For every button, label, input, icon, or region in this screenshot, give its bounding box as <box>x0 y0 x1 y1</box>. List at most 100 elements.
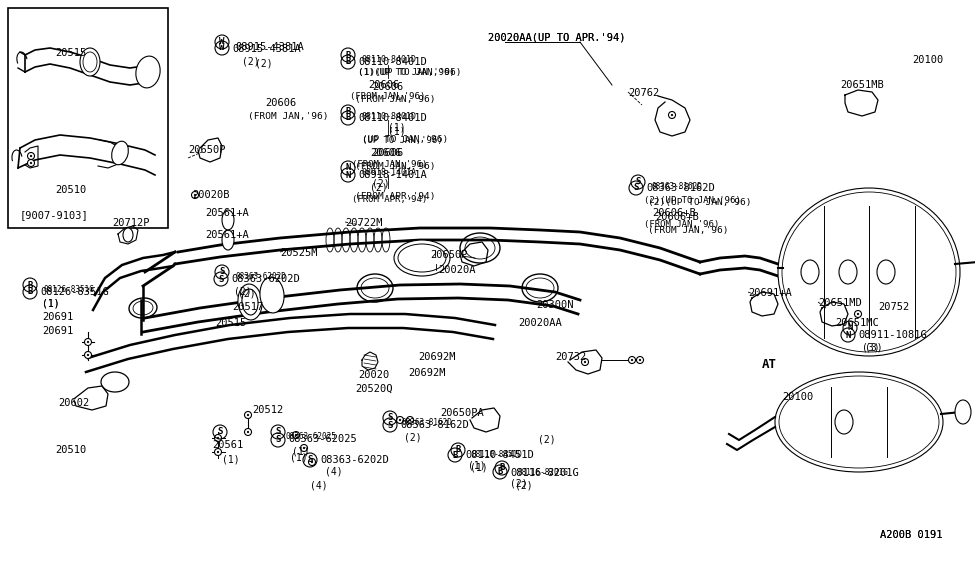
Circle shape <box>300 444 307 452</box>
Text: 20525M: 20525M <box>280 248 318 258</box>
Text: 08363-62025: 08363-62025 <box>285 432 335 441</box>
Text: 08116-8201G: 08116-8201G <box>518 468 568 477</box>
Text: 08363-62025: 08363-62025 <box>288 434 357 444</box>
Bar <box>8 8 168 228</box>
Circle shape <box>397 417 404 423</box>
Text: W: W <box>219 37 224 46</box>
Text: 08915-4381A: 08915-4381A <box>232 44 300 54</box>
Text: (2): (2) <box>404 432 421 442</box>
Text: B: B <box>499 464 505 473</box>
Text: 20561+A: 20561+A <box>205 208 249 218</box>
Text: (1): (1) <box>468 460 486 470</box>
Ellipse shape <box>955 400 971 424</box>
Text: (2)(UP TO JAN,'96): (2)(UP TO JAN,'96) <box>644 196 741 205</box>
Text: 20606: 20606 <box>372 148 404 158</box>
Text: 20692M: 20692M <box>408 368 446 378</box>
Ellipse shape <box>260 277 284 313</box>
Text: (2): (2) <box>372 178 390 188</box>
Text: (1)(UP TO JAN,'96): (1)(UP TO JAN,'96) <box>358 68 454 77</box>
Text: W: W <box>219 44 224 53</box>
Text: 20606+B: 20606+B <box>655 212 699 222</box>
Circle shape <box>214 435 221 441</box>
Circle shape <box>640 359 641 361</box>
Circle shape <box>631 359 633 361</box>
Text: 20651MB: 20651MB <box>840 80 883 90</box>
Text: (1): (1) <box>388 126 406 136</box>
Circle shape <box>85 351 92 358</box>
Text: 08116-8201G: 08116-8201G <box>510 468 579 478</box>
Text: 20510: 20510 <box>55 185 86 195</box>
Text: 20606: 20606 <box>368 80 399 90</box>
Text: 08110-8401D: 08110-8401D <box>358 57 427 67</box>
Text: 20020A: 20020A <box>438 265 476 275</box>
Ellipse shape <box>839 260 857 284</box>
Text: (FROM APR,'94): (FROM APR,'94) <box>355 192 436 201</box>
Text: 08110-8451D: 08110-8451D <box>472 450 523 459</box>
Circle shape <box>27 160 34 166</box>
Text: (2): (2) <box>234 286 252 296</box>
Text: S: S <box>275 435 281 444</box>
Text: 20606: 20606 <box>372 82 404 92</box>
Circle shape <box>27 152 34 160</box>
Circle shape <box>295 434 296 436</box>
Text: 20650PA: 20650PA <box>440 408 484 418</box>
Circle shape <box>292 431 299 439</box>
Circle shape <box>245 428 252 435</box>
Text: (FROM JAN,'96): (FROM JAN,'96) <box>644 220 720 229</box>
Text: (2): (2) <box>238 288 255 298</box>
Text: (3): (3) <box>862 342 879 352</box>
Text: A200B 0191: A200B 0191 <box>880 530 943 540</box>
Text: 20732: 20732 <box>555 352 586 362</box>
Text: 08363-8162D: 08363-8162D <box>652 182 703 191</box>
Text: 08363-8162D: 08363-8162D <box>400 420 469 430</box>
Text: S: S <box>634 183 639 192</box>
Text: 20691+A: 20691+A <box>748 288 792 298</box>
Circle shape <box>308 458 316 465</box>
Text: (2): (2) <box>510 478 527 488</box>
Text: N: N <box>345 170 351 179</box>
Text: 20020: 20020 <box>358 370 389 380</box>
Text: 20602: 20602 <box>58 398 90 408</box>
Ellipse shape <box>80 48 100 76</box>
Ellipse shape <box>123 228 133 242</box>
Text: 20020B: 20020B <box>192 190 229 200</box>
Circle shape <box>399 419 401 421</box>
Text: N: N <box>345 164 351 173</box>
Text: AT: AT <box>762 358 777 371</box>
Text: 08915-4381A: 08915-4381A <box>235 42 304 52</box>
Text: S: S <box>387 414 393 422</box>
Text: N: N <box>847 324 853 332</box>
Text: (2): (2) <box>242 56 259 66</box>
Text: S: S <box>219 268 224 277</box>
Text: 20020AA(UP TO APR.'94): 20020AA(UP TO APR.'94) <box>488 32 626 42</box>
Text: B: B <box>452 451 457 460</box>
Text: 08363-6202D: 08363-6202D <box>320 455 389 465</box>
Text: 20512: 20512 <box>252 405 284 415</box>
Text: 20561+A: 20561+A <box>205 230 249 240</box>
Text: (FROM JAN,'96): (FROM JAN,'96) <box>352 160 427 169</box>
Text: 20650P: 20650P <box>188 145 225 155</box>
Ellipse shape <box>222 230 234 250</box>
Ellipse shape <box>394 240 450 276</box>
Text: S: S <box>217 427 222 436</box>
Circle shape <box>581 358 589 366</box>
Text: 08918-1401A: 08918-1401A <box>362 168 417 177</box>
Text: (1): (1) <box>292 447 310 457</box>
Circle shape <box>245 411 252 418</box>
Circle shape <box>85 338 92 345</box>
Text: (1): (1) <box>42 299 59 309</box>
Circle shape <box>629 357 636 363</box>
Text: B: B <box>345 50 351 59</box>
Text: (2): (2) <box>255 58 273 68</box>
Text: 20561: 20561 <box>212 440 243 450</box>
Text: (2): (2) <box>538 435 556 445</box>
Text: 20691: 20691 <box>42 312 73 322</box>
Text: (2)(UP TO JAN,'96): (2)(UP TO JAN,'96) <box>648 198 752 207</box>
Text: B: B <box>497 468 503 477</box>
Text: S: S <box>636 178 641 187</box>
Text: 20020AA(UP TO APR.'94): 20020AA(UP TO APR.'94) <box>488 32 626 42</box>
Text: A200B 0191: A200B 0191 <box>880 530 943 540</box>
Text: (1)(UP TO JAN,'96): (1)(UP TO JAN,'96) <box>358 68 461 77</box>
Text: 20100: 20100 <box>782 392 813 402</box>
Text: 20510: 20510 <box>55 445 86 455</box>
